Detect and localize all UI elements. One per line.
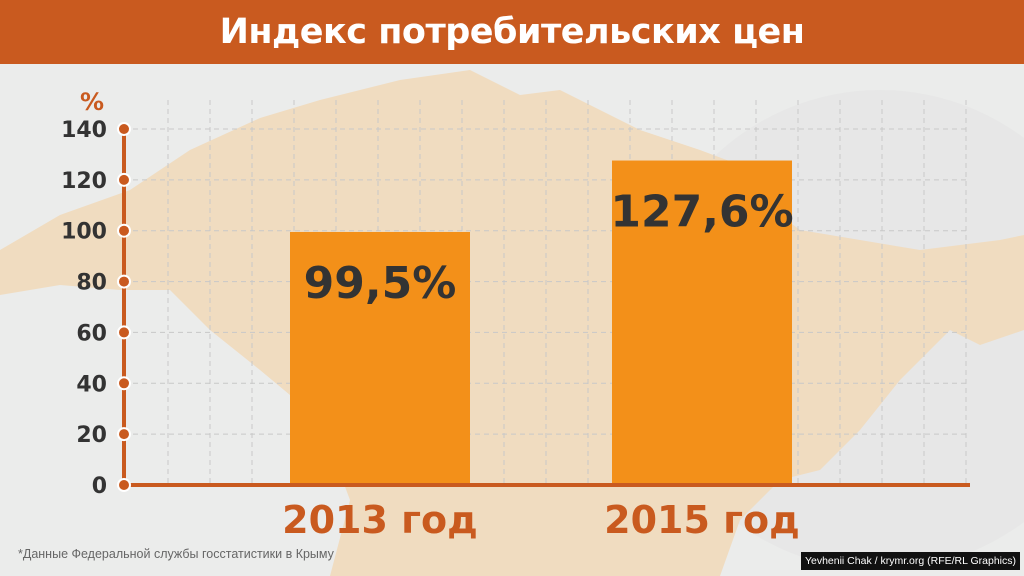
y-tick-marker [117, 122, 131, 136]
y-tick-label: 0 [92, 474, 107, 499]
data-label: 127,6% [610, 187, 793, 238]
y-tick-label: 60 [76, 321, 107, 346]
y-tick-marker [117, 223, 131, 238]
y-tick-marker [117, 172, 131, 187]
y-axis-label: % [80, 88, 104, 116]
y-tick-marker [117, 427, 131, 442]
bar [290, 231, 470, 485]
background-map [0, 70, 1024, 576]
title-bar: Индекс потребительских цен [0, 0, 1024, 64]
bar-chart: 99,5% 2013 год 127,6% 2015 год 0 20 40 60 80 100… [0, 70, 1024, 576]
y-tick-label: 20 [76, 423, 107, 448]
footnote: *Данные Федеральной службы госстатистики… [18, 547, 334, 561]
x-tick-label: 2015 год [604, 498, 800, 542]
y-axis: 0 20 40 60 80 100 120 140 [61, 118, 970, 499]
y-tick-marker [117, 274, 131, 289]
y-tick-label: 80 [76, 271, 107, 296]
bar [612, 160, 792, 485]
y-tick-label: 40 [76, 372, 107, 397]
y-tick-marker [117, 376, 131, 391]
x-tick-label: 2013 год [282, 498, 478, 542]
y-tick-label: 100 [61, 220, 107, 245]
y-tick-label: 140 [61, 118, 107, 143]
chart-title: Индекс потребительских цен [219, 12, 805, 52]
y-tick-marker [117, 325, 131, 340]
credit: Yevhenii Chak / krymr.org (RFE/RL Graphi… [800, 552, 1020, 570]
y-tick-label: 120 [61, 169, 107, 194]
y-tick-marker [117, 478, 131, 492]
bars: 99,5% 2013 год 127,6% 2015 год [282, 160, 800, 542]
data-label: 99,5% [304, 258, 457, 309]
